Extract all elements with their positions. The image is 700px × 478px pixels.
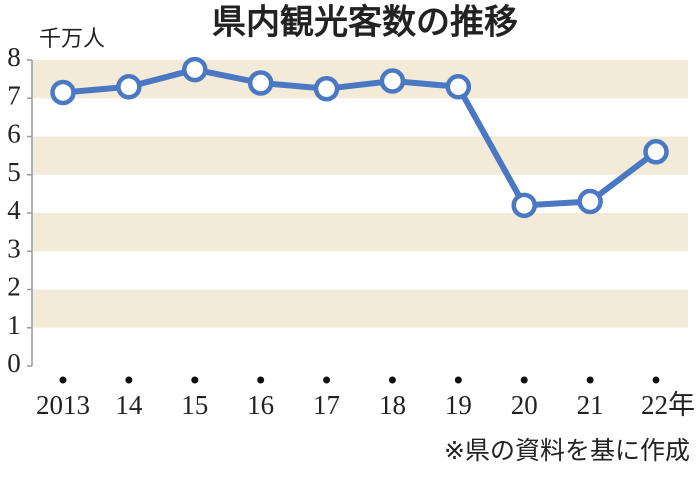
grid-band: [32, 136, 688, 175]
x-tick-label: 15: [181, 390, 208, 420]
x-tick-label: 2013: [36, 390, 90, 420]
x-tick-dot: [59, 376, 67, 384]
x-tick-dot: [520, 376, 528, 384]
chart-title: 県内観光客数の推移: [212, 3, 518, 43]
y-tick-label: 8: [7, 42, 21, 72]
x-tick-label: 21: [577, 390, 604, 420]
point-marker: [577, 188, 603, 215]
x-tick-dot: [652, 376, 660, 384]
y-tick-label: 0: [7, 348, 21, 378]
point-marker: [313, 75, 340, 102]
point-marker: [182, 56, 208, 83]
y-tick-label: 3: [7, 233, 21, 263]
point-marker: [116, 74, 142, 100]
x-tick-label: 22年: [641, 390, 695, 420]
y-tick-label: 6: [7, 119, 21, 149]
x-tick-label: 14: [115, 390, 143, 420]
y-tick-label: 1: [7, 310, 21, 340]
grid-band: [32, 60, 688, 99]
x-tick-dot: [125, 376, 133, 384]
x-tick-dot: [323, 376, 331, 384]
x-tick-label: 16: [247, 390, 274, 420]
grid-band: [32, 213, 688, 252]
x-tick-dot: [586, 376, 594, 384]
x-tick-label: 20: [511, 390, 538, 420]
y-tick-label: 7: [7, 80, 21, 110]
x-tick-dot: [191, 376, 199, 384]
point-marker: [643, 139, 669, 165]
point-marker: [247, 70, 274, 96]
grid-band: [32, 289, 688, 328]
point-marker: [379, 68, 406, 94]
y-unit-label: 千万人: [39, 27, 105, 52]
x-tick-dot: [257, 376, 265, 384]
source-note: ※県の資料を基に作成: [444, 436, 690, 465]
x-tick-dot: [454, 376, 462, 384]
x-tick-dot: [388, 376, 396, 384]
point-marker: [511, 192, 537, 219]
y-tick-label: 5: [7, 157, 21, 187]
y-tick-label: 4: [7, 195, 21, 225]
point-marker: [445, 74, 472, 100]
series-line: [62, 66, 658, 209]
y-tick-label: 2: [7, 272, 21, 302]
x-tick-label: 17: [313, 390, 340, 420]
x-tick-label: 18: [379, 390, 406, 420]
x-tick-label: 19: [445, 390, 472, 420]
point-marker: [50, 79, 76, 106]
